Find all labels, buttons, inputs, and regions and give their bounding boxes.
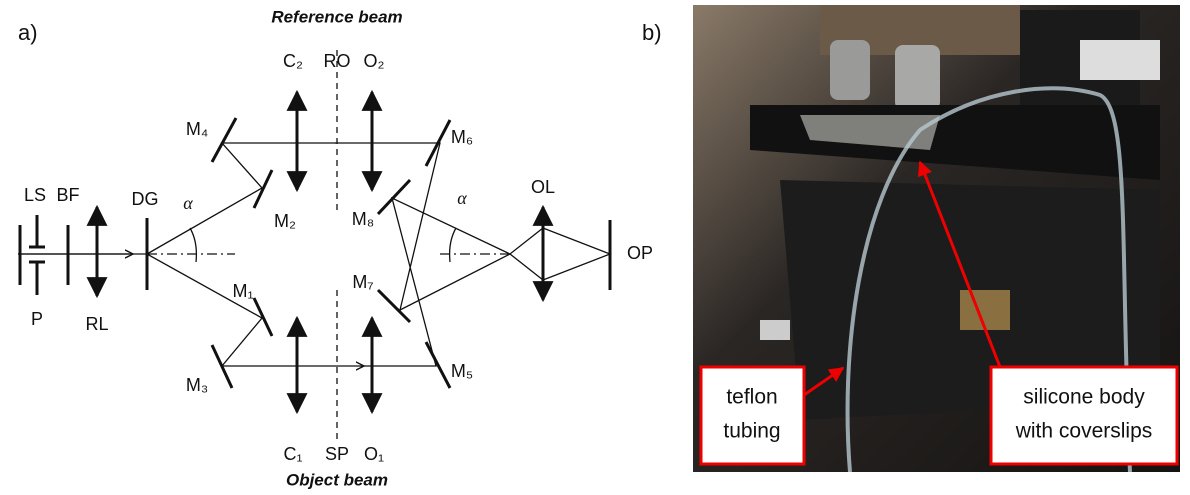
label: O₁	[364, 444, 384, 464]
label: DG	[132, 189, 159, 209]
label: α	[457, 188, 467, 208]
label: M₆	[451, 127, 473, 147]
label: OP	[627, 243, 653, 263]
label: RL	[85, 314, 108, 334]
panel-tag: a)	[18, 20, 38, 45]
label: M₂	[274, 211, 296, 231]
label: M₅	[451, 361, 473, 381]
label: α	[183, 193, 193, 213]
callout-text: silicone body	[1023, 386, 1145, 409]
label: M₇	[352, 272, 373, 292]
callout-text: with coverslips	[1015, 420, 1153, 443]
label: OL	[531, 177, 555, 197]
label: O₂	[364, 51, 385, 71]
panel-tag: b)	[642, 20, 662, 45]
label: M₄	[186, 119, 208, 139]
label: BF	[56, 185, 79, 205]
label: M₁	[232, 281, 253, 301]
label: RO	[324, 51, 351, 71]
pinhole	[29, 215, 45, 295]
label: M₈	[352, 209, 374, 229]
title: Reference beam	[271, 7, 402, 26]
label: LS	[24, 185, 46, 205]
panel-b: b) teflon tubing silicone body with cove…	[642, 5, 1180, 472]
label: C₁	[283, 444, 302, 464]
label: M₃	[186, 375, 208, 395]
figure: a) Reference beam Object beam LS BF DG P…	[0, 0, 1190, 490]
callout-text: teflon	[726, 386, 777, 409]
label: P	[31, 309, 43, 329]
title: Object beam	[286, 470, 388, 489]
label: C₂	[283, 51, 303, 71]
label: SP	[325, 444, 349, 464]
ray-arrow	[335, 143, 361, 366]
panel-a: a) Reference beam Object beam LS BF DG P…	[18, 7, 653, 489]
callout-text: tubing	[723, 420, 780, 443]
